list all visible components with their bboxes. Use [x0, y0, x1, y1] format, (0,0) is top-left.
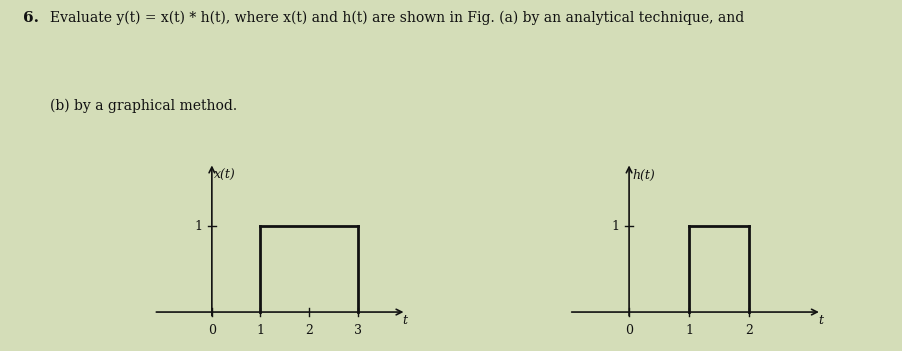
Text: 1: 1 [611, 220, 619, 233]
Text: t: t [817, 314, 822, 327]
Text: 1: 1 [194, 220, 202, 233]
Text: (b) by a graphical method.: (b) by a graphical method. [50, 98, 236, 113]
Text: Evaluate y(t) = x(t) * h(t), where x(t) and h(t) are shown in Fig. (a) by an ana: Evaluate y(t) = x(t) * h(t), where x(t) … [50, 11, 743, 25]
Text: h(t): h(t) [631, 169, 654, 182]
Text: 3: 3 [354, 324, 362, 337]
Text: 1: 1 [685, 324, 693, 337]
Text: 1: 1 [256, 324, 264, 337]
Text: 0: 0 [624, 324, 632, 337]
Text: 2: 2 [305, 324, 313, 337]
Text: x(t): x(t) [214, 169, 235, 182]
Text: 6.: 6. [23, 11, 39, 25]
Text: t: t [402, 314, 407, 327]
Text: 2: 2 [745, 324, 752, 337]
Text: 0: 0 [207, 324, 216, 337]
